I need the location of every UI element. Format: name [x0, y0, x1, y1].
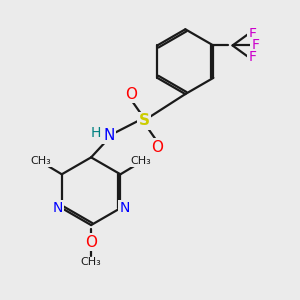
Text: CH₃: CH₃: [81, 257, 101, 267]
Text: N: N: [120, 201, 130, 215]
Text: O: O: [125, 87, 137, 102]
Text: N: N: [52, 201, 63, 215]
Text: F: F: [248, 27, 256, 41]
Text: H: H: [90, 126, 101, 140]
Text: N: N: [103, 128, 115, 143]
Text: O: O: [85, 235, 97, 250]
Text: S: S: [139, 113, 150, 128]
Text: F: F: [248, 50, 256, 64]
Text: F: F: [251, 38, 259, 52]
Text: O: O: [152, 140, 164, 154]
Text: CH₃: CH₃: [131, 156, 152, 166]
Text: CH₃: CH₃: [31, 156, 52, 166]
